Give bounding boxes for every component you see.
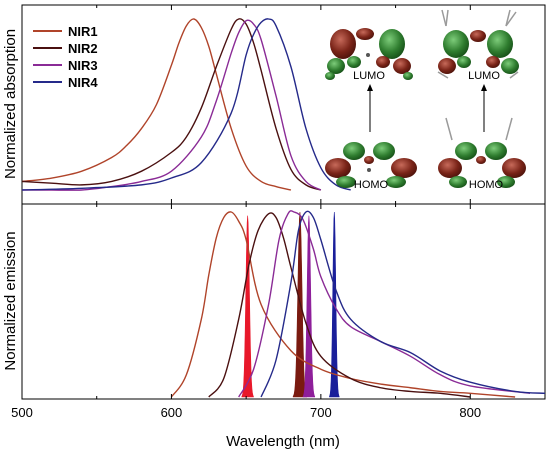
left-homo-orbital	[325, 142, 417, 188]
legend-label-nir1: NIR1	[68, 24, 98, 39]
left-homo-label: HOMO	[354, 179, 389, 191]
filled-emission-peak-3	[302, 215, 316, 398]
absorption-line-nir1	[22, 18, 292, 191]
left-lumo-label: LUMO	[353, 70, 385, 82]
right-arrow-head-icon	[481, 84, 487, 91]
right-lumo-label: LUMO	[468, 70, 500, 82]
emission-line-nir3	[238, 210, 531, 398]
absorption-line-nir2	[22, 18, 322, 191]
left-arrow-head-icon	[367, 84, 373, 91]
right-homo-label: HOMO	[469, 179, 504, 191]
x-axis-ticks: 500 600 700 800	[11, 5, 546, 420]
emission-line-nir2	[208, 212, 471, 398]
x-tick-label-800: 800	[459, 405, 481, 420]
right-homo-orbital	[438, 117, 526, 188]
emission-line-nir1	[170, 211, 516, 398]
x-tick-label-600: 600	[161, 405, 183, 420]
absorption-line-nir4	[22, 18, 351, 191]
legend-label-nir3: NIR3	[68, 58, 98, 73]
x-axis-title: Wavelength (nm)	[226, 433, 340, 450]
filled-emission-peak-1	[241, 215, 254, 398]
left-lumo-orbital	[325, 28, 413, 80]
y-axis-title-absorption: Normalized absorption	[2, 29, 19, 179]
absorption-line-nir3	[22, 19, 322, 191]
emission-panel-frame	[21, 203, 546, 400]
x-tick-label-500: 500	[11, 405, 33, 420]
absorption-panel-frame	[21, 4, 546, 205]
legend-label-nir2: NIR2	[68, 41, 98, 56]
right-lumo-orbital	[437, 9, 519, 79]
legend: NIR1 NIR2 NIR3 NIR4	[33, 24, 98, 90]
legend-label-nir4: NIR4	[68, 75, 98, 90]
laser-line-fills-group	[241, 211, 340, 398]
absorption-series-group	[22, 18, 351, 191]
orbital-inset: LUMO HOMO	[325, 9, 526, 191]
emission-line-nir4	[260, 210, 545, 398]
x-tick-label-700: 700	[310, 405, 332, 420]
y-axis-title-emission: Normalized emission	[2, 231, 19, 370]
emission-series-group	[170, 210, 545, 398]
